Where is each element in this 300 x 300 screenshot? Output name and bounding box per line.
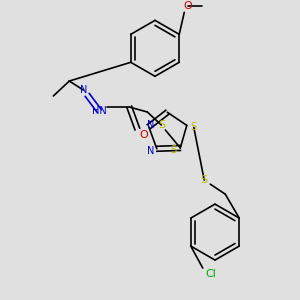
Text: N: N bbox=[147, 120, 154, 130]
Text: O: O bbox=[184, 2, 193, 11]
Text: Cl: Cl bbox=[205, 269, 216, 279]
Text: S: S bbox=[170, 145, 176, 155]
Text: HN: HN bbox=[92, 106, 107, 116]
Text: S: S bbox=[191, 122, 197, 132]
Text: S: S bbox=[158, 120, 165, 130]
Text: S: S bbox=[201, 175, 208, 185]
Text: O: O bbox=[139, 130, 148, 140]
Text: N: N bbox=[80, 85, 87, 95]
Text: N: N bbox=[147, 146, 154, 156]
